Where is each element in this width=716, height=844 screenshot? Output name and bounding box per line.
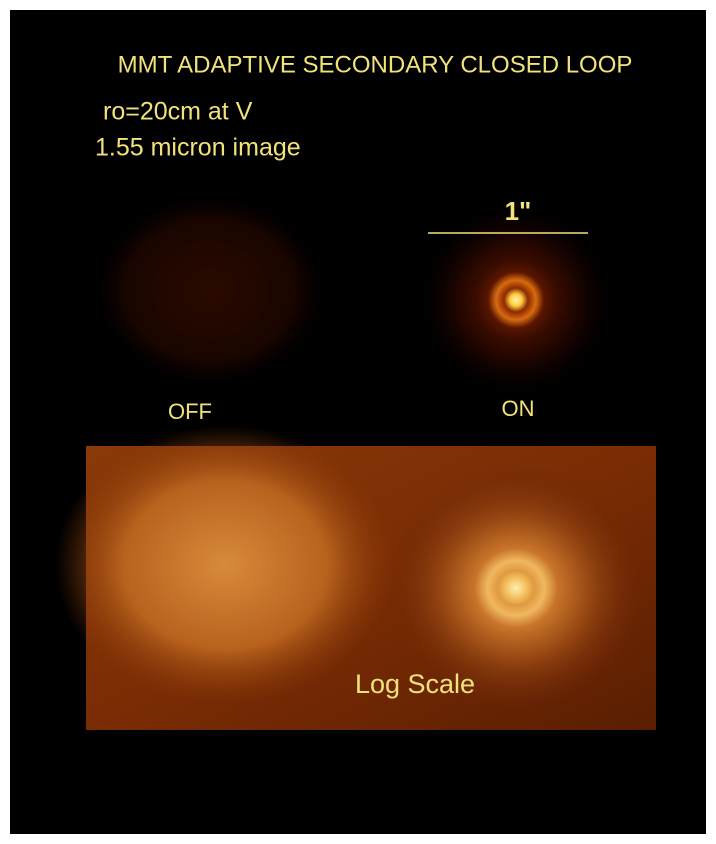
title: MMT ADAPTIVE SECONDARY CLOSED LOOP <box>118 51 633 78</box>
condition: ro=20cm at V <box>103 98 253 126</box>
log-panel-label: Log Scale <box>355 669 475 699</box>
on-label: ON <box>502 396 535 421</box>
scale-bar-label: 1" <box>505 196 532 226</box>
condition: 1.55 micron image <box>95 134 301 162</box>
off-label: OFF <box>168 399 212 424</box>
log-off-image <box>55 425 395 705</box>
on-image <box>416 200 616 400</box>
figure: MMT ADAPTIVE SECONDARY CLOSED LOOP ro=20… <box>0 0 716 844</box>
page: {"title": "MMT ADAPTIVE SECONDARY CLOSED… <box>0 0 716 844</box>
off-image <box>90 190 330 390</box>
